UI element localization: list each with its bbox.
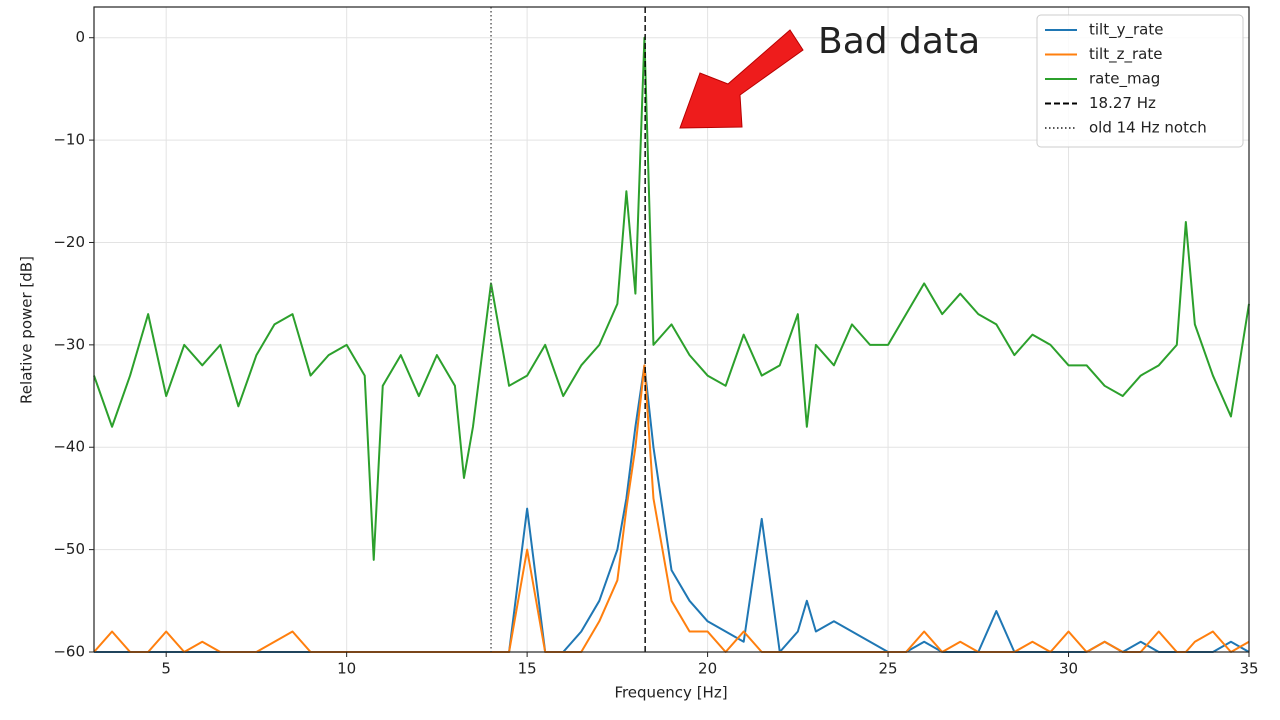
- y-tick-label: −30: [53, 335, 85, 353]
- y-axis-label: Relative power [dB]: [18, 256, 36, 404]
- legend-label: old 14 Hz notch: [1089, 119, 1207, 137]
- x-tick-label: 5: [161, 660, 171, 678]
- x-tick-label: 35: [1239, 660, 1258, 678]
- annotation-arrow: [679, 29, 804, 129]
- y-tick-label: −60: [53, 643, 85, 661]
- x-tick-label: 20: [698, 660, 717, 678]
- series-line: [93, 36, 1250, 561]
- x-tick-label: 10: [337, 660, 356, 678]
- legend-label: tilt_z_rate: [1089, 45, 1162, 64]
- y-tick-label: −10: [53, 131, 85, 149]
- annotation-text: Bad data: [818, 21, 980, 62]
- legend-label: rate_mag: [1089, 70, 1160, 89]
- legend: tilt_y_rate tilt_z_rate rate_mag 18.27 Hz ol…: [1036, 14, 1244, 148]
- y-tick-label: −20: [53, 233, 85, 251]
- series-line: [93, 364, 1250, 653]
- x-tick-label: 30: [1059, 660, 1078, 678]
- y-tick-label: −40: [53, 438, 85, 456]
- legend-frame: [1036, 14, 1244, 148]
- axes-frame: [93, 6, 1250, 653]
- x-tick-label: 15: [518, 660, 537, 678]
- legend-label: 18.27 Hz: [1089, 94, 1156, 112]
- x-axis-label: Frequency [Hz]: [614, 684, 727, 702]
- y-tick-label: 0: [75, 28, 85, 46]
- y-tick-label: −50: [53, 540, 85, 558]
- ticks: 5 10 15 20 25 30 35 0 −10 −20 −30 −40 −50 −60: [53, 28, 1258, 677]
- legend-label: tilt_y_rate: [1089, 21, 1163, 40]
- x-tick-label: 25: [879, 660, 898, 678]
